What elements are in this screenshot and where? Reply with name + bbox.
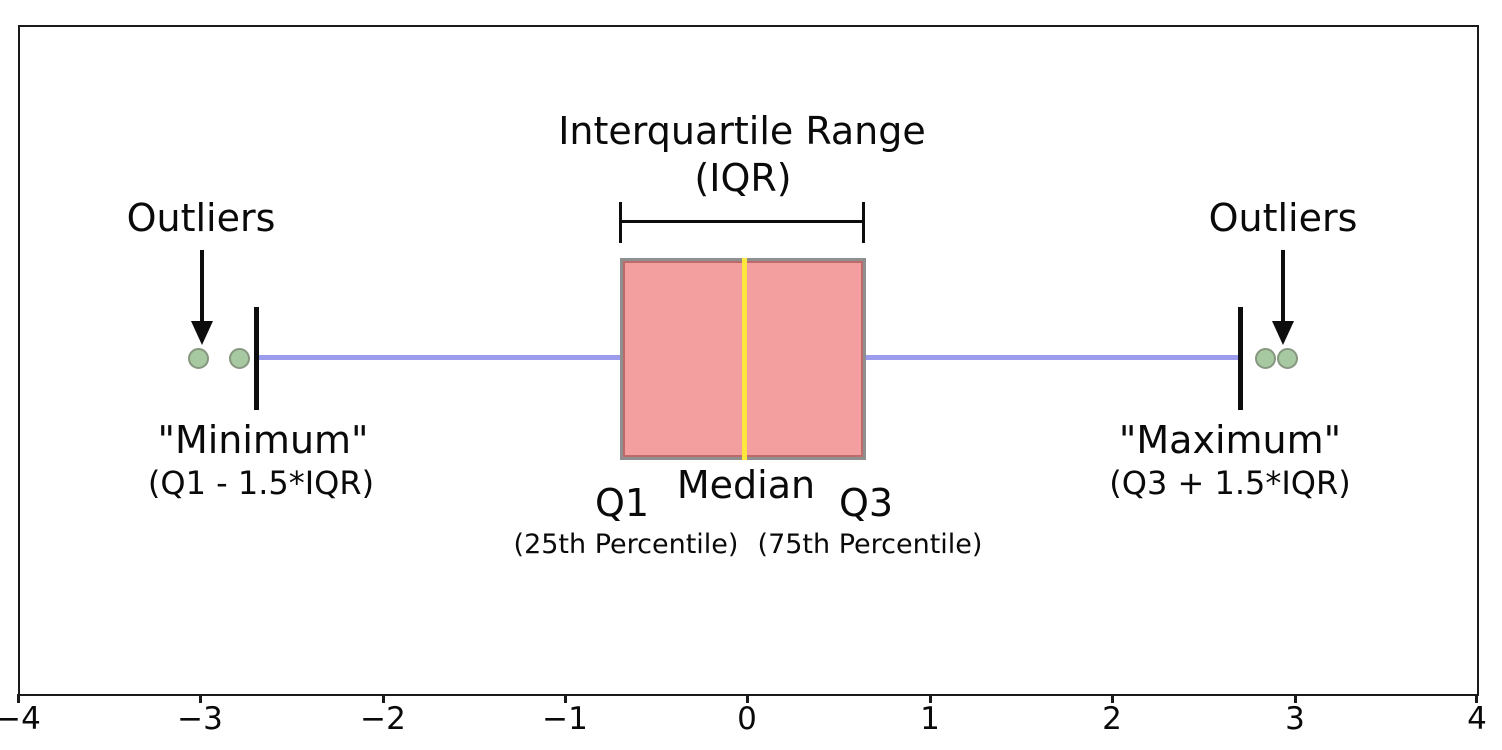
- maximum-label: "Maximum": [1118, 418, 1342, 462]
- q3-label: Q3: [838, 481, 894, 525]
- x-tick-label: 3: [1285, 701, 1305, 737]
- iqr-bracket-end-right: [862, 202, 865, 243]
- iqr-title: Interquartile Range: [558, 109, 926, 153]
- outlier-point: [1254, 347, 1276, 369]
- iqr-subtitle: (IQR): [694, 156, 792, 200]
- whisker-cap-minimum: [254, 307, 259, 410]
- x-tick-label: 1: [920, 701, 940, 737]
- median-label: Median: [676, 463, 816, 507]
- whisker-right-line: [866, 355, 1240, 360]
- outlier-point: [228, 347, 250, 369]
- q1-label: Q1: [594, 481, 650, 525]
- whisker-cap-maximum: [1238, 307, 1243, 410]
- x-tick-label: −4: [0, 701, 41, 737]
- x-tick-label: 2: [1102, 701, 1122, 737]
- outliers-right-arrow-shaft: [1281, 250, 1285, 324]
- x-tick-mark: [381, 694, 385, 703]
- x-tick-mark: [1475, 694, 1478, 703]
- x-tick-mark: [199, 694, 202, 703]
- maximum-formula: (Q3 + 1.5*IQR): [1109, 464, 1351, 502]
- x-tick-mark: [928, 694, 932, 703]
- outlier-point: [187, 347, 209, 369]
- median-line: [742, 258, 747, 460]
- iqr-bracket-line: [620, 220, 865, 223]
- x-tick-mark: [1111, 694, 1114, 703]
- x-tick-label: 0: [737, 701, 757, 737]
- x-tick-mark: [1293, 694, 1297, 703]
- x-tick-label: −1: [542, 701, 588, 737]
- outliers-left-arrow-head: [191, 321, 213, 345]
- minimum-formula: (Q1 - 1.5*IQR): [147, 464, 375, 502]
- x-tick-mark: [16, 694, 20, 703]
- x-tick-label: 4: [1467, 701, 1487, 737]
- x-tick-mark: [564, 694, 567, 703]
- x-tick-label: −3: [177, 701, 223, 737]
- whisker-left-line: [256, 355, 620, 360]
- outliers-right-arrow-head: [1272, 321, 1294, 345]
- outliers-left-label: Outliers: [126, 196, 276, 240]
- outlier-point: [1276, 347, 1298, 369]
- x-tick-mark: [746, 694, 749, 703]
- outliers-right-label: Outliers: [1208, 196, 1358, 240]
- minimum-label: "Minimum": [157, 418, 369, 462]
- outliers-left-arrow-shaft: [200, 250, 204, 324]
- x-tick-label: −2: [360, 701, 406, 737]
- q3-sublabel: (75th Percentile): [757, 529, 983, 560]
- q1-sublabel: (25th Percentile): [513, 529, 739, 560]
- iqr-bracket-end-left: [619, 202, 622, 243]
